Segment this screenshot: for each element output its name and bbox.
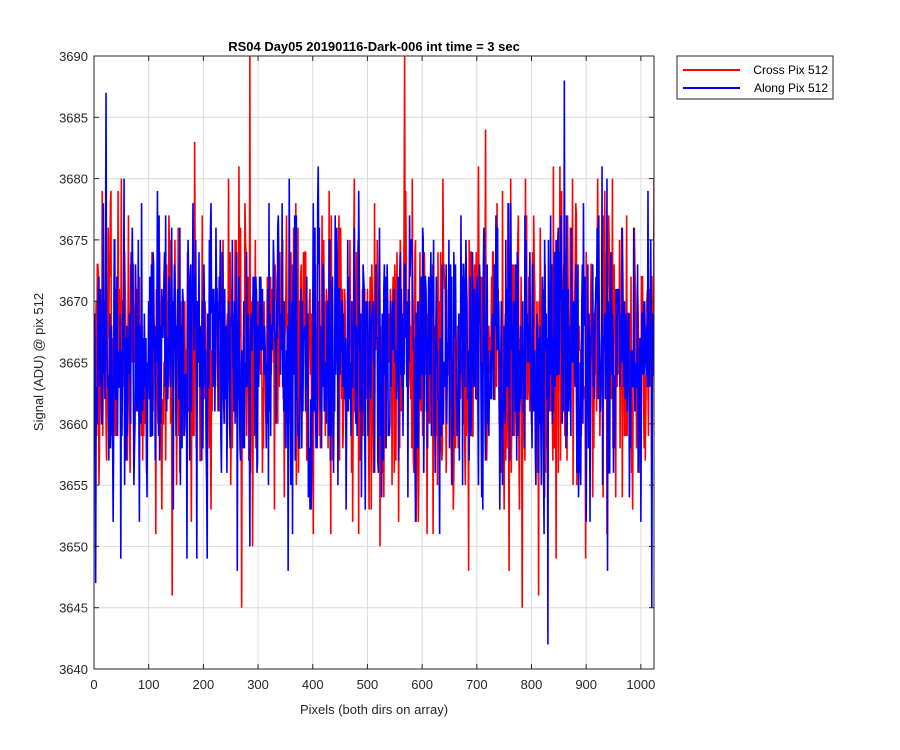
x-tick-label: 0	[90, 677, 97, 692]
y-tick-label: 3655	[59, 478, 88, 493]
x-tick-label: 500	[357, 677, 379, 692]
y-tick-label: 3645	[59, 601, 88, 616]
legend-box	[676, 55, 834, 100]
y-axis-label: Signal (ADU) @ pix 512	[31, 293, 46, 431]
y-tick-label: 3665	[59, 356, 88, 371]
series-lines	[94, 56, 654, 645]
y-tick-label: 3680	[59, 172, 88, 187]
x-tick-label: 300	[247, 677, 269, 692]
y-tick-label: 3660	[59, 417, 88, 432]
y-tick-label: 3650	[59, 539, 88, 554]
series-line-1	[94, 80, 654, 645]
x-tick-label: 200	[193, 677, 215, 692]
x-tick-label: 400	[302, 677, 324, 692]
x-tick-label: 600	[411, 677, 433, 692]
x-tick-label: 700	[466, 677, 488, 692]
x-axis-label: Pixels (both dirs on array)	[300, 702, 448, 717]
legend[interactable]: Cross Pix 512 Along Pix 512	[676, 55, 834, 100]
chart-title: RS04 Day05 20190116-Dark-006 int time = …	[228, 39, 520, 54]
ticks: 0 100 200 300 400 500 600 700 800 900 1000 3640 3645…	[59, 49, 655, 692]
x-tick-label: 1000	[626, 677, 655, 692]
x-tick-label: 100	[138, 677, 160, 692]
x-tick-label: 800	[521, 677, 543, 692]
x-tick-label: 900	[575, 677, 597, 692]
y-tick-label: 3670	[59, 294, 88, 309]
legend-label-cross: Cross Pix 512	[753, 63, 828, 77]
y-tick-label: 3690	[59, 49, 88, 64]
y-tick-label: 3675	[59, 233, 88, 248]
legend-label-along: Along Pix 512	[754, 81, 828, 95]
y-tick-label: 3685	[59, 110, 88, 125]
y-tick-label: 3640	[59, 662, 88, 677]
